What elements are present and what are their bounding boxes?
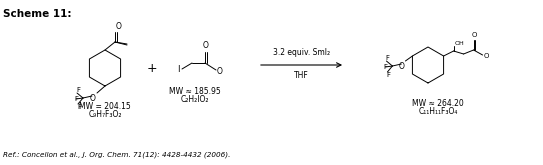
Text: C₉H₇F₃O₂: C₉H₇F₃O₂ [89,110,122,119]
Text: THF: THF [294,71,309,80]
Text: F: F [386,55,389,61]
Text: I: I [178,66,180,75]
Text: F: F [387,72,390,78]
Text: MW = 204.15: MW = 204.15 [79,102,131,111]
Text: O: O [399,62,405,71]
Text: 3.2 equiv. SmI₂: 3.2 equiv. SmI₂ [273,48,330,57]
Text: MW ≈ 185.95: MW ≈ 185.95 [169,87,221,96]
Text: Scheme 11:: Scheme 11: [3,9,72,19]
Text: F: F [74,96,78,102]
Text: OH: OH [454,41,464,46]
Text: C₂H₂IO₂: C₂H₂IO₂ [181,95,209,104]
Text: MW ≈ 264.20: MW ≈ 264.20 [412,99,464,108]
Text: C₁₁H₁₁F₃O₄: C₁₁H₁₁F₃O₄ [418,107,458,116]
Text: +: + [147,62,157,75]
Text: O: O [217,66,223,76]
Text: F: F [383,64,387,70]
Text: F: F [76,87,80,93]
Text: O: O [471,32,477,38]
Text: O: O [90,94,96,103]
Text: Ref.: Concellon et al., J. Org. Chem. 71(12): 4428-4432 (2006).: Ref.: Concellon et al., J. Org. Chem. 71… [3,151,230,158]
Text: O: O [116,22,122,31]
Text: F: F [77,104,81,110]
Text: O: O [203,41,209,50]
Text: O: O [484,53,489,59]
